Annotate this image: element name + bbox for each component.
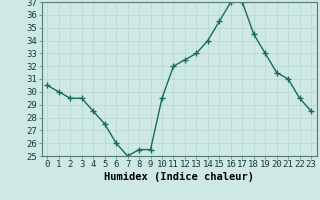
- X-axis label: Humidex (Indice chaleur): Humidex (Indice chaleur): [104, 172, 254, 182]
